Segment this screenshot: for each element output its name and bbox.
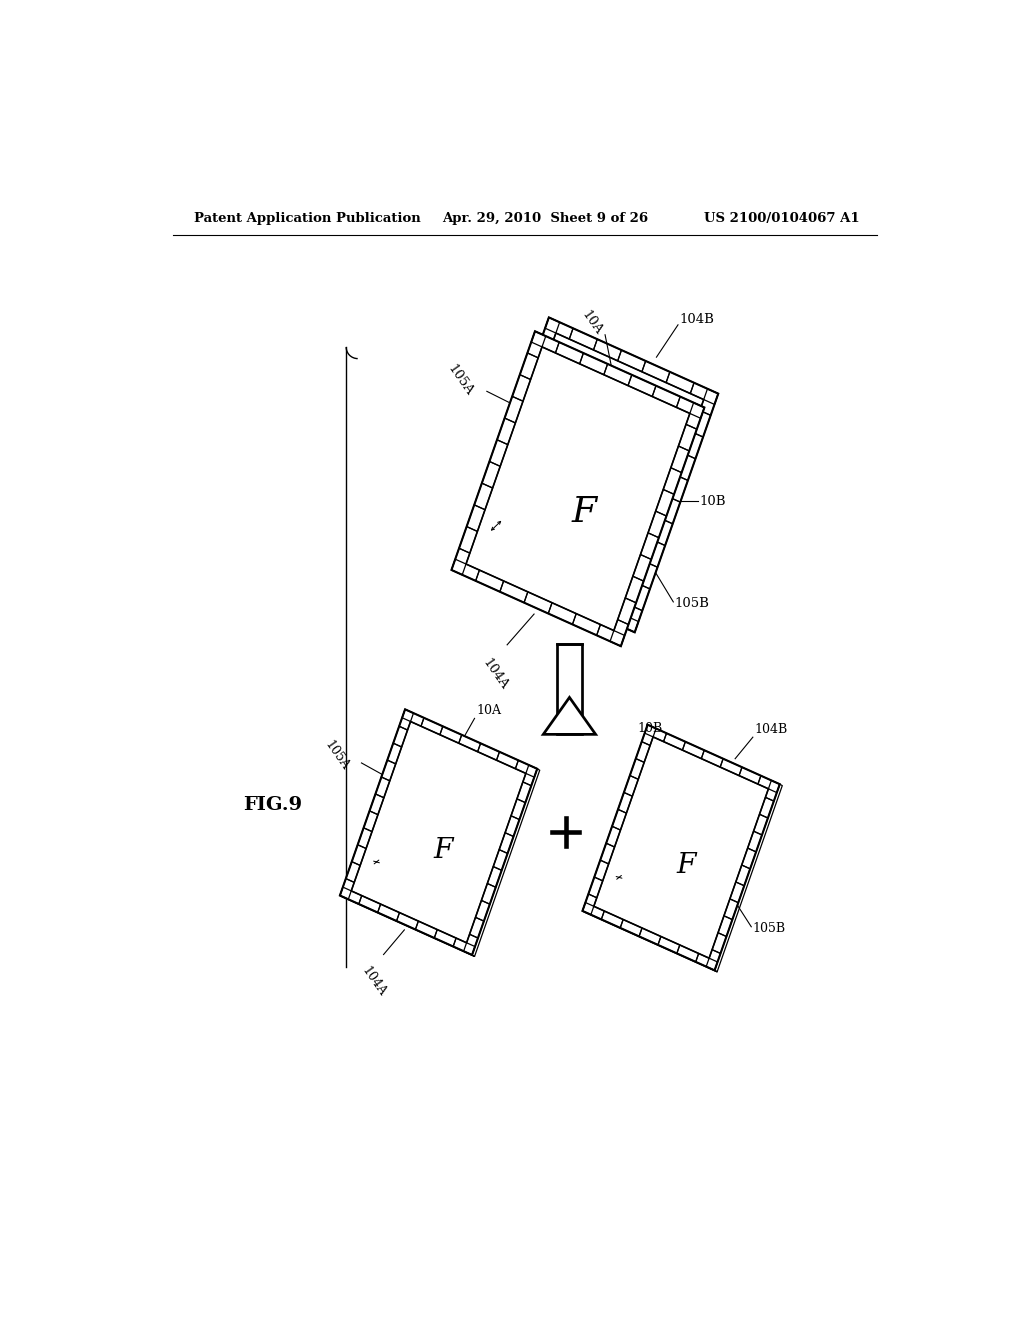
Text: Patent Application Publication: Patent Application Publication — [194, 213, 421, 224]
Polygon shape — [452, 331, 705, 647]
Text: 10B: 10B — [637, 722, 663, 735]
Text: 104B: 104B — [755, 722, 787, 735]
Text: 10B: 10B — [700, 495, 726, 508]
Polygon shape — [583, 725, 779, 970]
Text: 105A: 105A — [444, 362, 475, 397]
Text: F: F — [434, 837, 454, 865]
Text: 10A: 10A — [580, 309, 605, 338]
Text: 105B: 105B — [753, 921, 786, 935]
Text: 104B: 104B — [680, 313, 715, 326]
Text: FIG.9: FIG.9 — [244, 796, 302, 814]
Text: 105B: 105B — [675, 597, 710, 610]
Text: 10A: 10A — [476, 704, 501, 717]
Text: F: F — [677, 853, 696, 879]
Polygon shape — [544, 697, 596, 734]
Polygon shape — [465, 317, 718, 632]
Text: 104A: 104A — [480, 656, 511, 692]
Text: Apr. 29, 2010  Sheet 9 of 26: Apr. 29, 2010 Sheet 9 of 26 — [442, 213, 648, 224]
Bar — [557, 644, 582, 734]
Text: 104A: 104A — [358, 965, 388, 999]
Text: F: F — [571, 495, 597, 529]
Text: US 2100/0104067 A1: US 2100/0104067 A1 — [705, 213, 860, 224]
Polygon shape — [340, 709, 538, 954]
Text: 105A: 105A — [322, 738, 351, 772]
